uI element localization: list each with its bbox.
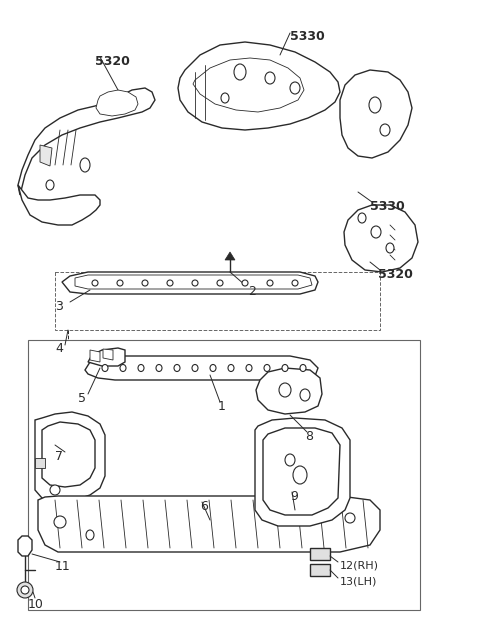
Polygon shape: [18, 88, 155, 195]
Polygon shape: [35, 412, 105, 502]
Ellipse shape: [369, 97, 381, 113]
Ellipse shape: [167, 280, 173, 286]
Polygon shape: [42, 422, 95, 487]
Ellipse shape: [120, 365, 126, 372]
Text: 13(LH): 13(LH): [340, 576, 377, 586]
Polygon shape: [40, 145, 52, 166]
Ellipse shape: [228, 365, 234, 372]
Polygon shape: [263, 428, 340, 515]
Polygon shape: [90, 350, 100, 362]
Text: 1: 1: [218, 400, 226, 413]
Ellipse shape: [386, 243, 394, 253]
Ellipse shape: [156, 365, 162, 372]
Polygon shape: [18, 185, 100, 225]
Polygon shape: [103, 349, 113, 360]
Ellipse shape: [174, 365, 180, 372]
Text: 9: 9: [290, 490, 298, 503]
Ellipse shape: [234, 64, 246, 80]
Ellipse shape: [92, 280, 98, 286]
Ellipse shape: [371, 226, 381, 238]
Ellipse shape: [142, 280, 148, 286]
Ellipse shape: [285, 454, 295, 466]
Ellipse shape: [279, 383, 291, 397]
Polygon shape: [85, 356, 318, 380]
Polygon shape: [62, 272, 318, 294]
Ellipse shape: [265, 72, 275, 84]
Polygon shape: [340, 70, 412, 158]
Polygon shape: [178, 42, 340, 130]
Ellipse shape: [282, 365, 288, 372]
Polygon shape: [96, 90, 138, 116]
Polygon shape: [75, 275, 312, 289]
Text: 4: 4: [55, 342, 63, 355]
Ellipse shape: [102, 365, 108, 372]
Text: 3: 3: [55, 300, 63, 313]
Ellipse shape: [217, 280, 223, 286]
Ellipse shape: [267, 280, 273, 286]
Text: 12(RH): 12(RH): [340, 560, 379, 570]
Ellipse shape: [380, 124, 390, 136]
Text: 11: 11: [55, 560, 71, 573]
Text: 5: 5: [78, 392, 86, 405]
Ellipse shape: [138, 365, 144, 372]
Ellipse shape: [292, 280, 298, 286]
Ellipse shape: [21, 586, 29, 594]
Text: 5320: 5320: [95, 55, 130, 68]
Polygon shape: [55, 272, 380, 330]
Ellipse shape: [242, 280, 248, 286]
Ellipse shape: [300, 365, 306, 372]
Polygon shape: [310, 548, 330, 560]
Polygon shape: [344, 205, 418, 272]
Text: 5330: 5330: [370, 200, 405, 213]
Ellipse shape: [246, 365, 252, 372]
Ellipse shape: [221, 93, 229, 103]
Ellipse shape: [46, 180, 54, 190]
Polygon shape: [28, 340, 420, 610]
Text: 5320: 5320: [378, 268, 413, 281]
Polygon shape: [256, 368, 322, 414]
Ellipse shape: [210, 365, 216, 372]
Ellipse shape: [290, 82, 300, 94]
Text: 10: 10: [28, 598, 44, 611]
Ellipse shape: [192, 365, 198, 372]
Polygon shape: [88, 348, 125, 366]
Polygon shape: [35, 458, 45, 468]
Ellipse shape: [86, 530, 94, 540]
Ellipse shape: [293, 466, 307, 484]
Ellipse shape: [358, 213, 366, 223]
Ellipse shape: [264, 365, 270, 372]
Text: 8: 8: [305, 430, 313, 443]
Ellipse shape: [345, 513, 355, 523]
Text: 6: 6: [200, 500, 208, 513]
Text: 2: 2: [248, 285, 256, 298]
Ellipse shape: [192, 280, 198, 286]
Polygon shape: [255, 418, 350, 526]
Text: 5330: 5330: [290, 30, 325, 43]
Ellipse shape: [17, 582, 33, 598]
Polygon shape: [38, 496, 380, 552]
Ellipse shape: [80, 158, 90, 172]
Ellipse shape: [50, 485, 60, 495]
Text: 7: 7: [55, 450, 63, 463]
Polygon shape: [310, 564, 330, 576]
Ellipse shape: [117, 280, 123, 286]
Ellipse shape: [54, 516, 66, 528]
Polygon shape: [193, 58, 304, 112]
Polygon shape: [225, 252, 235, 260]
Polygon shape: [18, 536, 32, 556]
Ellipse shape: [300, 389, 310, 401]
